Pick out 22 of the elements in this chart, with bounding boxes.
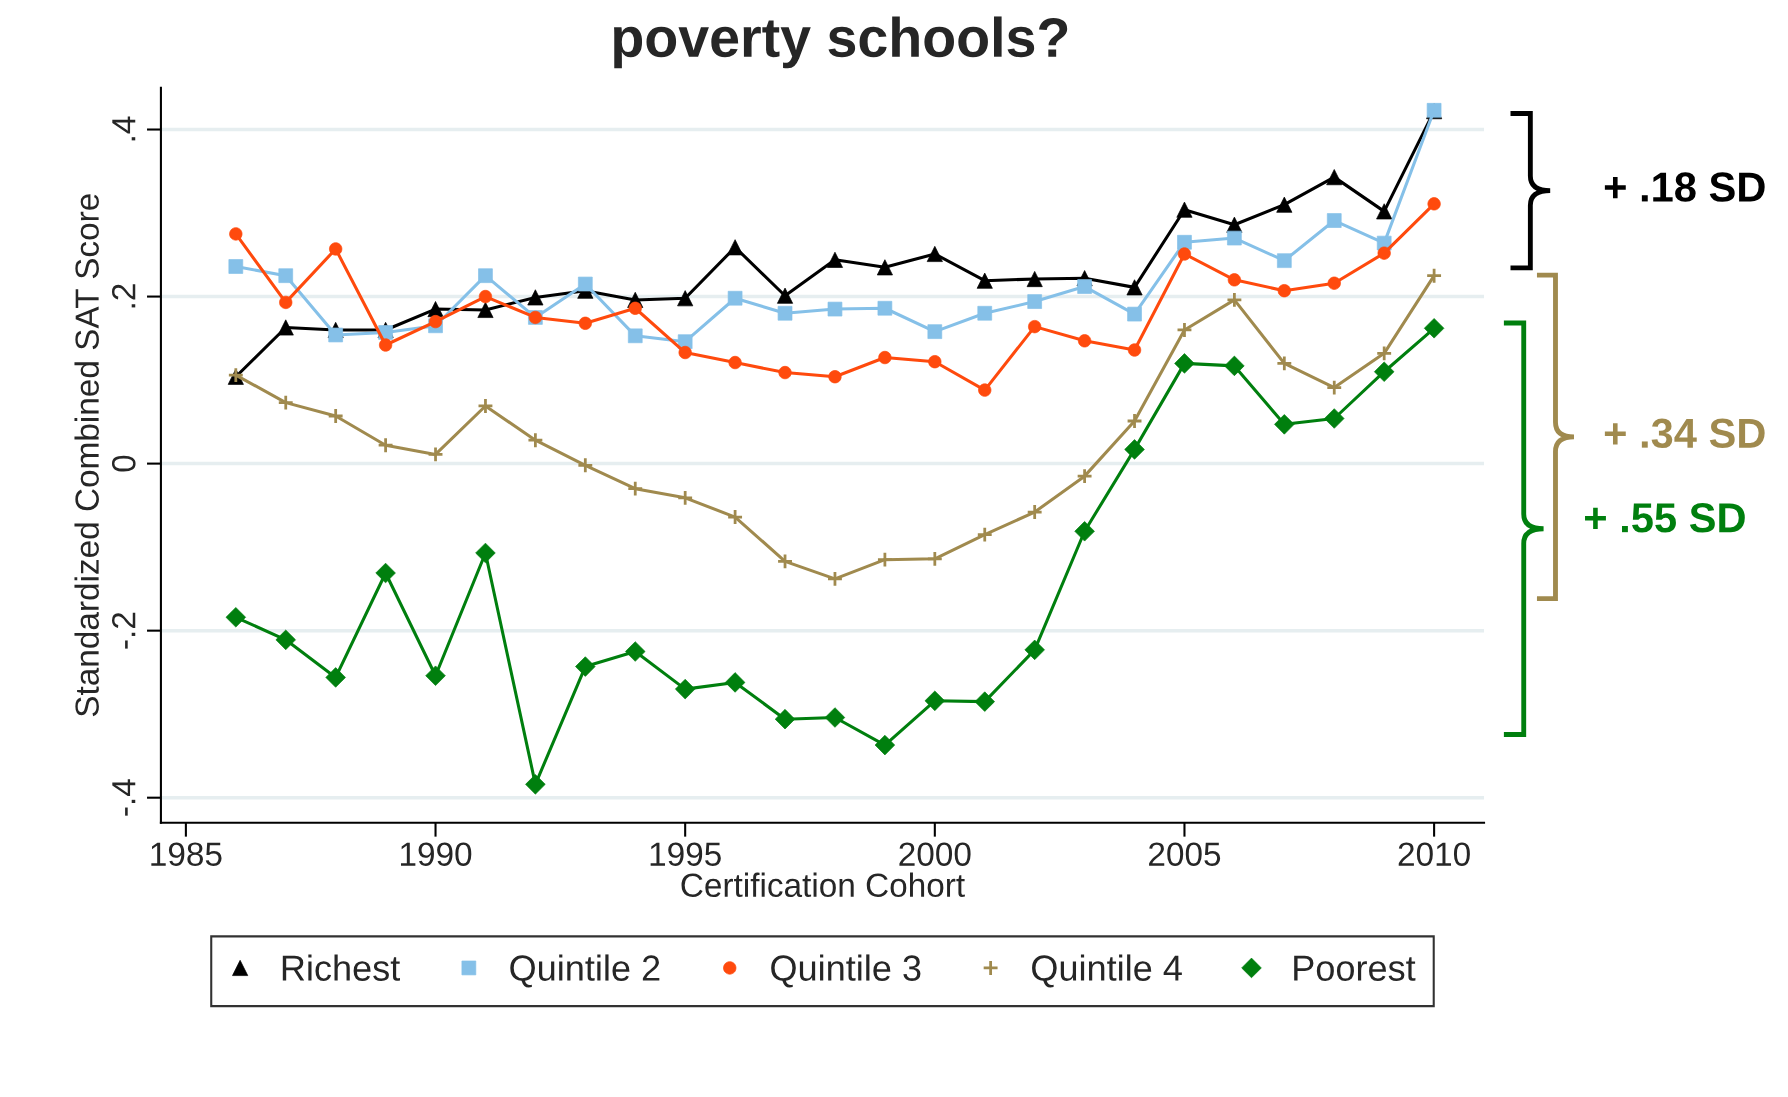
x-tick-label: 2010 — [1398, 842, 1470, 866]
legend-label: Richest — [282, 954, 400, 981]
x-tick-label: 1990 — [401, 842, 472, 866]
legend-label: Quintile 4 — [1032, 954, 1182, 988]
text: + .55 SD — [1585, 503, 1745, 533]
y-tick-label: -.2 — [111, 612, 136, 649]
y-tick-label: 0 — [111, 455, 136, 472]
y-tick-label: .4 — [112, 116, 136, 141]
x-axis-title: Certification Cohort — [681, 872, 965, 898]
x-tick-label: 2005 — [1149, 842, 1221, 866]
x-tick-label: 1985 — [151, 842, 222, 866]
y-axis-title: Standardized Combined SAT Score — [74, 194, 99, 717]
legend-label: Poorest — [1294, 955, 1416, 981]
y-tick-label: -.4 — [112, 779, 136, 816]
x-tick-label: 2000 — [899, 842, 971, 866]
y-tick-label: .2 — [111, 284, 136, 308]
text: + .18 SD — [1604, 172, 1765, 202]
chart-title: poverty schools? — [614, 16, 1068, 69]
legend-label: Quintile 2 — [510, 954, 660, 988]
legend-label: Quintile 3 — [771, 954, 921, 988]
text: + .34 SD — [1604, 418, 1765, 449]
x-tick-label: 1995 — [650, 842, 721, 866]
